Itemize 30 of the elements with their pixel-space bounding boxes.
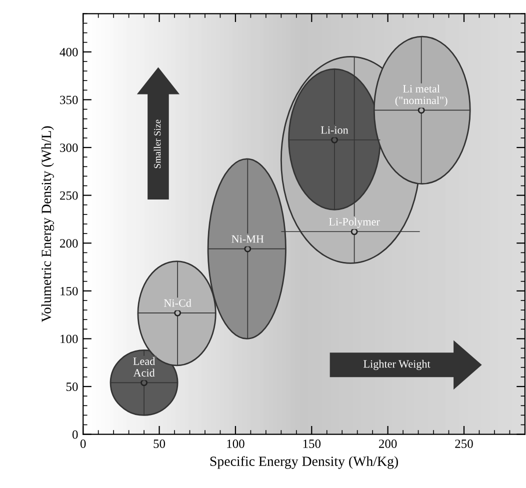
y-tick-label: 150 — [60, 286, 78, 296]
series-label: Ni-Cd — [164, 299, 192, 307]
x-tick-label: 200 — [379, 440, 397, 448]
y-tick-label: 350 — [60, 96, 78, 104]
series-label: Lead Acid — [133, 357, 156, 377]
point — [418, 106, 425, 114]
annotation: Smaller Size — [154, 120, 161, 168]
series-label: Li metal ("nominal") — [395, 84, 448, 106]
point — [244, 245, 252, 252]
y-tick-label: 50 — [66, 382, 78, 391]
y-tick-label: 400 — [60, 48, 78, 56]
y-tick-label: 250 — [60, 191, 78, 200]
y-tick-label: 300 — [60, 144, 78, 152]
y-tick-label: 100 — [60, 334, 78, 344]
x-axis-title: Specific Energy Density (Wh/Kg) — [210, 456, 398, 469]
y-axis-title: Volumetric Energy Density (Wh/L) — [41, 126, 54, 322]
x-tick-label: 250 — [455, 440, 473, 448]
x-tick-label: 150 — [303, 440, 321, 448]
series-label: Li-Polymer — [329, 218, 380, 228]
point — [331, 136, 338, 144]
series-label: Ni-MH — [232, 235, 264, 243]
y-tick-label: 0 — [72, 430, 78, 439]
x-tick-label: 50 — [154, 440, 166, 448]
x-tick-label: 100 — [227, 440, 244, 448]
x-tick-label: 0 — [80, 440, 86, 448]
point — [350, 228, 358, 236]
y-tick-label: 200 — [60, 239, 78, 248]
annotation: Lighter Weight — [364, 360, 430, 370]
point — [174, 309, 182, 316]
series-label: Li-ion — [320, 126, 348, 134]
